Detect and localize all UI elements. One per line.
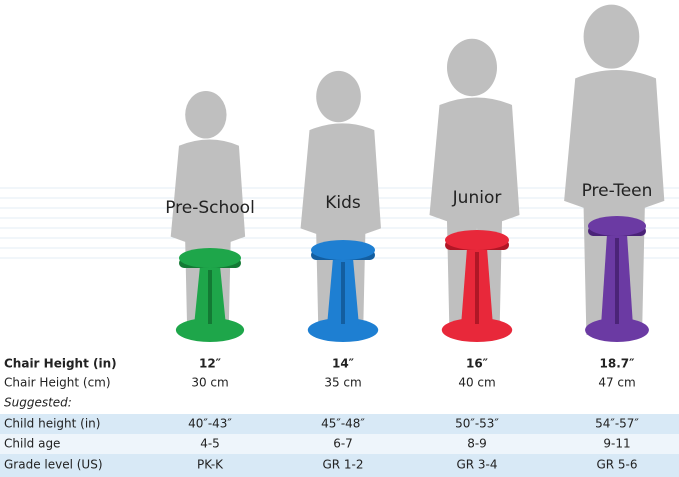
cell: 45″-48″ — [321, 417, 365, 431]
stool-base — [585, 318, 649, 342]
column-title: Pre-School — [165, 198, 255, 218]
stool — [585, 216, 649, 342]
stool-base — [307, 318, 379, 342]
column-title: Pre-Teen — [582, 181, 653, 201]
cell: 54″-57″ — [595, 417, 639, 431]
child-silhouette — [300, 70, 381, 335]
cell: 30 cm — [191, 376, 228, 390]
stool-seat — [311, 240, 375, 260]
row-label: Chair Height (cm) — [4, 376, 111, 390]
cell: 9-11 — [603, 437, 630, 451]
child-silhouette — [429, 38, 520, 335]
head — [447, 38, 497, 97]
column-title: Kids — [325, 193, 361, 213]
row-band — [0, 414, 679, 434]
child-silhouette — [170, 90, 246, 335]
row-label: Child height (in) — [4, 417, 100, 431]
cell: 35 cm — [324, 376, 361, 390]
body — [300, 123, 381, 335]
row-label: Suggested: — [4, 396, 72, 410]
body — [170, 139, 246, 335]
row-label: Chair Height (in) — [4, 357, 117, 371]
stool-base — [175, 318, 245, 342]
cell: 16″ — [466, 357, 489, 371]
stool — [307, 240, 379, 342]
cell: 8-9 — [467, 437, 487, 451]
cell: GR 3-4 — [456, 458, 497, 472]
cell: 14″ — [332, 357, 355, 371]
cell: 40″-43″ — [188, 417, 232, 431]
stool-base — [441, 318, 513, 342]
head — [316, 70, 361, 123]
stool-seat — [445, 230, 509, 250]
cell: 6-7 — [333, 437, 353, 451]
row-label: Child age — [4, 437, 60, 451]
body — [429, 97, 520, 335]
cell: 12″ — [199, 357, 222, 371]
head — [185, 90, 227, 139]
row-label: Grade level (US) — [4, 458, 103, 472]
stool-seat — [179, 248, 241, 268]
cell: 18.7″ — [600, 357, 636, 371]
cell: 4-5 — [200, 437, 220, 451]
body — [564, 70, 665, 336]
child-silhouette — [564, 4, 665, 336]
cell: GR 5-6 — [596, 458, 637, 472]
cell: PK-K — [197, 458, 224, 472]
row-band — [0, 454, 679, 477]
cell: 47 cm — [598, 376, 635, 390]
cell: 50″-53″ — [455, 417, 499, 431]
head — [583, 4, 640, 69]
cell: 40 cm — [458, 376, 495, 390]
stool — [441, 230, 513, 342]
stool-seat — [588, 216, 646, 236]
column-title: Junior — [452, 188, 502, 208]
stool — [175, 248, 245, 342]
cell: GR 1-2 — [322, 458, 363, 472]
row-band — [0, 434, 679, 454]
